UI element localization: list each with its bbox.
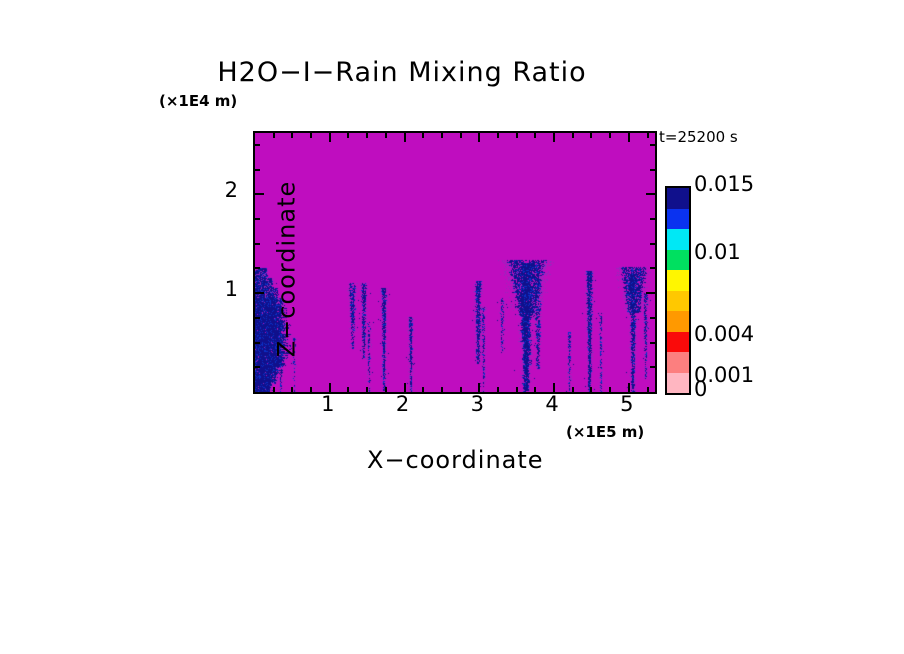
axis-tick (310, 133, 313, 138)
axis-tick (553, 133, 556, 142)
axis-tick (627, 133, 630, 142)
axis-tick (590, 387, 593, 392)
colorbar-band (667, 290, 689, 311)
colorbar-band (667, 352, 689, 373)
axis-tick (571, 387, 574, 392)
y-tick-label: 2 (224, 178, 238, 203)
axis-tick (366, 387, 369, 392)
axis-tick (440, 133, 443, 138)
axis-tick (255, 168, 260, 171)
axis-tick (571, 133, 574, 138)
plot-area (253, 131, 657, 394)
axis-tick (650, 218, 655, 220)
x-tick-label: 2 (395, 392, 410, 416)
colorbar-tick-label: 0.001 (694, 363, 755, 388)
axis-tick (255, 316, 260, 319)
axis-tick (255, 341, 260, 344)
axis-tick (255, 366, 260, 369)
axis-tick (291, 133, 294, 138)
x-tick-label: 5 (620, 392, 634, 416)
axis-tick (291, 387, 294, 392)
colorbar-tick-label: 0.004 (694, 322, 755, 347)
axis-tick (627, 383, 630, 392)
x-tick-label: 3 (470, 392, 484, 416)
colorbar-tick-label: 0.01 (694, 240, 741, 265)
axis-tick (347, 133, 350, 138)
axis-tick (328, 383, 331, 392)
axis-tick (646, 133, 649, 138)
colorbar-tick-label: 0 (694, 377, 708, 401)
axis-tick (403, 383, 406, 392)
axis-tick (272, 133, 275, 138)
axis-tick (328, 133, 331, 142)
colorbar-band (667, 229, 689, 250)
axis-tick (384, 387, 387, 392)
axis-tick (347, 387, 350, 392)
y-axis-unit-label: (×1E4 m) (159, 92, 238, 110)
axis-tick (255, 242, 260, 245)
axis-tick (255, 143, 260, 146)
axis-tick (515, 133, 518, 138)
page-title: H2O−I−Rain Mixing Ratio (217, 57, 587, 88)
colorbar-band (667, 372, 689, 393)
axis-tick (534, 387, 537, 392)
axis-tick (422, 133, 425, 138)
axis-tick (650, 316, 655, 319)
axis-tick (534, 133, 537, 138)
axis-tick (650, 267, 655, 270)
axis-tick (272, 387, 275, 392)
axis-tick (646, 387, 649, 392)
axis-tick (255, 267, 260, 270)
axis-tick (496, 387, 499, 392)
axis-tick (366, 133, 369, 138)
axis-tick (422, 387, 425, 392)
axis-tick (255, 292, 264, 295)
axis-tick (255, 218, 260, 220)
x-tick-label: 4 (545, 392, 559, 416)
time-annotation: t=25200 s (659, 128, 738, 146)
axis-tick (650, 242, 655, 245)
colorbar-band (667, 249, 689, 270)
axis-tick (478, 133, 481, 142)
colorbar-band (667, 208, 689, 229)
axis-tick (515, 387, 518, 392)
axis-tick (646, 193, 655, 196)
x-axis-title: X−coordinate (367, 446, 544, 474)
axis-tick (459, 133, 462, 138)
x-tick-label: 1 (321, 392, 335, 416)
colorbar-band (667, 331, 689, 352)
colorbar-band (667, 311, 689, 332)
colorbar-tick-label: 0.015 (694, 172, 755, 196)
axis-tick (440, 387, 443, 392)
axis-tick (310, 387, 313, 392)
heatmap-canvas (255, 133, 655, 392)
axis-tick (478, 383, 481, 392)
x-axis-unit-label: (×1E5 m) (566, 423, 645, 441)
y-axis-title: Z−coordinate (272, 180, 301, 358)
axis-tick (403, 133, 406, 142)
axis-tick (459, 387, 462, 392)
colorbar-band (667, 188, 689, 209)
axis-tick (650, 168, 655, 171)
axis-tick (609, 133, 612, 138)
axis-tick (650, 366, 655, 369)
axis-tick (553, 383, 556, 392)
axis-tick (646, 292, 655, 295)
axis-tick (650, 341, 655, 344)
axis-tick (609, 387, 612, 392)
axis-tick (650, 143, 655, 146)
axis-tick (496, 133, 499, 138)
axis-tick (255, 193, 264, 196)
colorbar (665, 186, 691, 395)
colorbar-band (667, 270, 689, 291)
axis-tick (590, 133, 593, 138)
axis-tick (384, 133, 387, 138)
y-tick-label: 1 (224, 277, 238, 302)
